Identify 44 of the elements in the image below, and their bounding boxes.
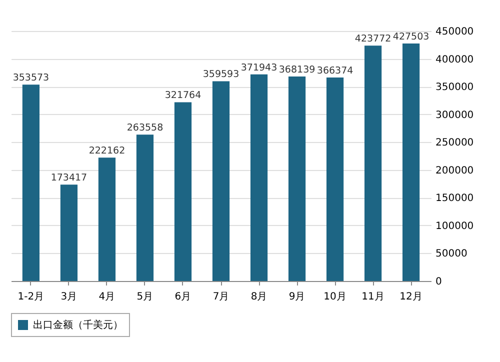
data-label: 427503 xyxy=(392,32,430,42)
y-tick-label: 100000 xyxy=(436,220,474,232)
y-tick-label: 0 xyxy=(436,276,442,288)
x-tick-label: 9月 xyxy=(288,292,306,302)
bar xyxy=(22,84,40,281)
bar xyxy=(212,81,230,281)
y-tick-label: 250000 xyxy=(436,138,474,149)
legend-label: 出口金额（千美元） xyxy=(33,319,123,331)
bar xyxy=(326,77,344,281)
y-tick-label: 350000 xyxy=(436,82,474,94)
data-label: 359593 xyxy=(202,69,240,80)
y-tick-label: 50000 xyxy=(436,248,468,260)
x-tick-label: 7月 xyxy=(212,292,230,302)
bar xyxy=(136,134,154,281)
data-label: 353573 xyxy=(12,72,50,84)
data-label: 423772 xyxy=(354,34,392,45)
x-tick-label: 11月 xyxy=(362,292,384,302)
bar xyxy=(250,74,268,281)
y-tick-label: 450000 xyxy=(436,26,474,38)
x-tick-label: 8月 xyxy=(250,292,268,302)
x-tick-label: 1-2月 xyxy=(18,292,44,302)
data-label: 371943 xyxy=(240,62,278,74)
y-tick-label: 400000 xyxy=(436,54,474,66)
y-tick-label: 150000 xyxy=(436,193,474,204)
bar xyxy=(288,76,306,281)
x-tick-label: 12月 xyxy=(400,292,422,302)
bar xyxy=(364,46,382,281)
x-tick-label: 5月 xyxy=(136,292,154,302)
x-tick-label: 6月 xyxy=(174,292,192,302)
data-label: 368139 xyxy=(278,64,316,76)
y-tick-label: 300000 xyxy=(436,110,474,121)
bar xyxy=(174,102,192,281)
x-tick-label: 4月 xyxy=(98,292,116,302)
bar xyxy=(98,158,116,281)
y-tick-label: 200000 xyxy=(436,165,474,176)
x-tick-label: 10月 xyxy=(324,292,346,302)
data-label: 366374 xyxy=(316,65,354,76)
x-tick-label: 3月 xyxy=(60,292,78,302)
data-label: 222162 xyxy=(88,146,126,157)
data-label: 173417 xyxy=(50,172,88,184)
data-label: 263558 xyxy=(126,122,164,134)
bar xyxy=(60,184,78,281)
bar xyxy=(402,44,420,281)
data-label: 321764 xyxy=(164,90,202,102)
